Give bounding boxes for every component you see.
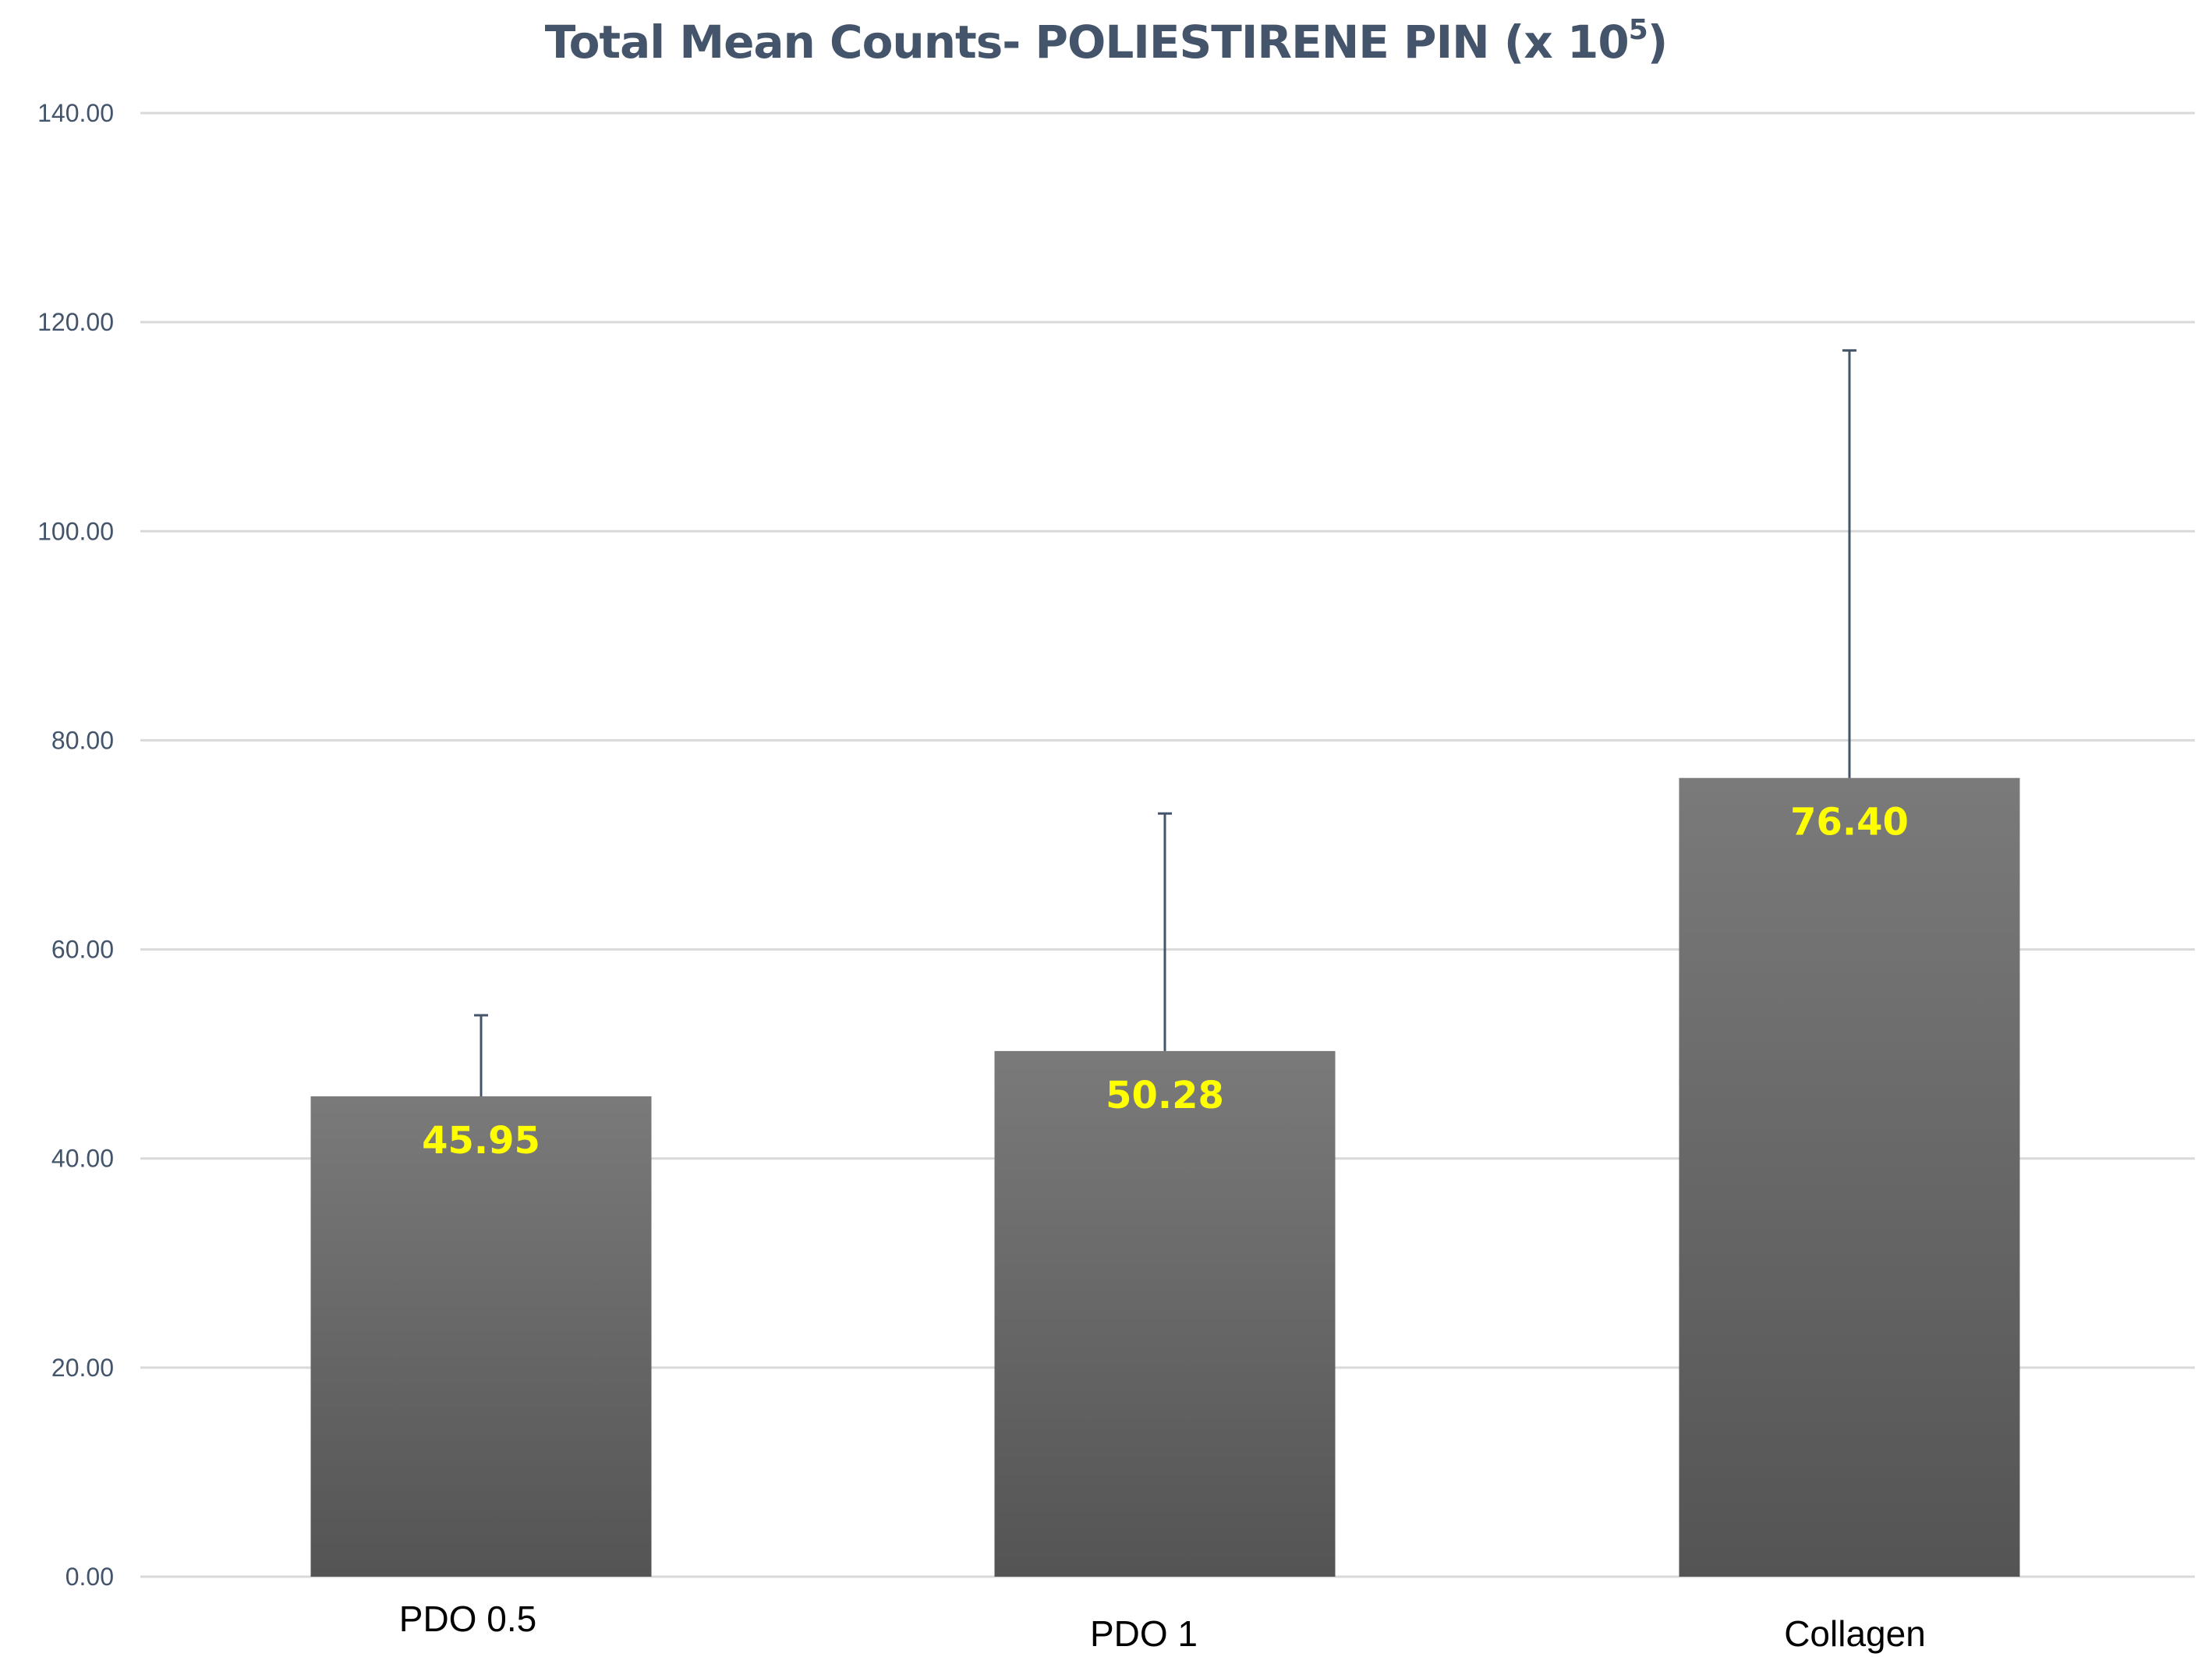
y-tick-label: 140.00 [37, 99, 114, 127]
y-tick-label: 120.00 [37, 308, 114, 336]
error-bars [474, 349, 1856, 1096]
chart-title-superscript: 5 [1628, 14, 1648, 46]
x-axis-ticks: PDO 0.5 PDO 1 Collagen [399, 1599, 1926, 1654]
bar [310, 1096, 652, 1577]
y-tick-label: 60.00 [51, 936, 114, 964]
data-label: 76.40 [1790, 801, 1909, 844]
bars [310, 777, 2020, 1577]
bar [1679, 777, 2020, 1577]
y-tick-label: 20.00 [51, 1354, 114, 1382]
chart-title-suffix: ) [1647, 16, 1668, 69]
bar [994, 1050, 1336, 1577]
chart-title-text: Total Mean Counts- POLIESTIRENE PIN (x 1… [544, 16, 1630, 69]
x-tick-label: Collagen [1784, 1613, 1926, 1654]
y-axis-ticks: 0.00 20.00 40.00 60.00 80.00 100.00 120.00 140.… [37, 99, 114, 1591]
y-tick-label: 40.00 [51, 1145, 114, 1173]
data-label: 45.95 [422, 1119, 540, 1163]
x-tick-label: PDO 0.5 [399, 1599, 536, 1639]
data-label: 50.28 [1106, 1074, 1224, 1117]
chart-title: Total Mean Counts- POLIESTIRENE PIN (x 1… [0, 14, 2212, 69]
y-tick-label: 100.00 [37, 517, 114, 545]
x-tick-label: PDO 1 [1090, 1613, 1198, 1654]
y-tick-label: 80.00 [51, 726, 114, 754]
y-tick-label: 0.00 [65, 1563, 114, 1591]
data-labels: 45.95 50.28 76.40 [422, 801, 1909, 1163]
